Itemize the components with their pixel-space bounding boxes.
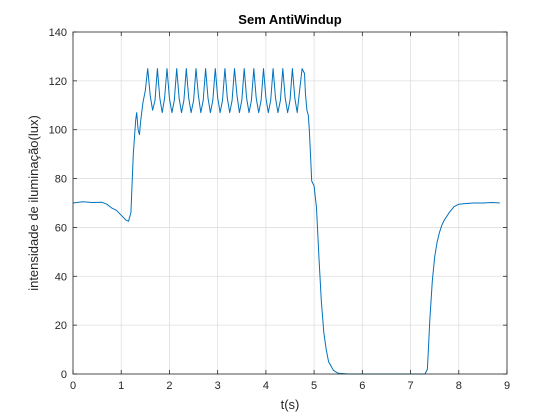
- y-tick-label: 80: [55, 174, 67, 186]
- y-axis-label: intensidade de iluminação(lux): [26, 115, 41, 291]
- x-tick-label: 0: [70, 380, 76, 392]
- x-axis-label: t(s): [281, 397, 300, 412]
- tick-marks: [72, 31, 508, 375]
- x-tick-label: 4: [263, 380, 269, 392]
- axes-box: [72, 31, 508, 375]
- x-tick-label: 8: [456, 380, 462, 392]
- x-tick-label: 6: [359, 380, 365, 392]
- y-tick-label: 0: [61, 369, 67, 381]
- y-tick-label: 140: [49, 27, 67, 39]
- chart-title: Sem AntiWindup: [238, 12, 341, 27]
- x-tick-label: 1: [118, 380, 124, 392]
- y-tick-label: 60: [55, 222, 67, 234]
- plot-area: [73, 32, 507, 374]
- tick-labels: 0 1 2 3 4 5 6 7 8 9 0 20 40 60 80 100 120 140: [49, 27, 510, 392]
- y-tick-label: 20: [55, 320, 67, 332]
- x-tick-label: 2: [166, 380, 172, 392]
- x-tick-label: 3: [215, 380, 221, 392]
- y-tick-label: 120: [49, 76, 67, 88]
- x-tick-label: 7: [407, 380, 413, 392]
- x-tick-label: 9: [504, 380, 510, 392]
- x-tick-label: 5: [311, 380, 317, 392]
- y-tick-label: 100: [49, 125, 67, 137]
- y-tick-label: 40: [55, 271, 67, 283]
